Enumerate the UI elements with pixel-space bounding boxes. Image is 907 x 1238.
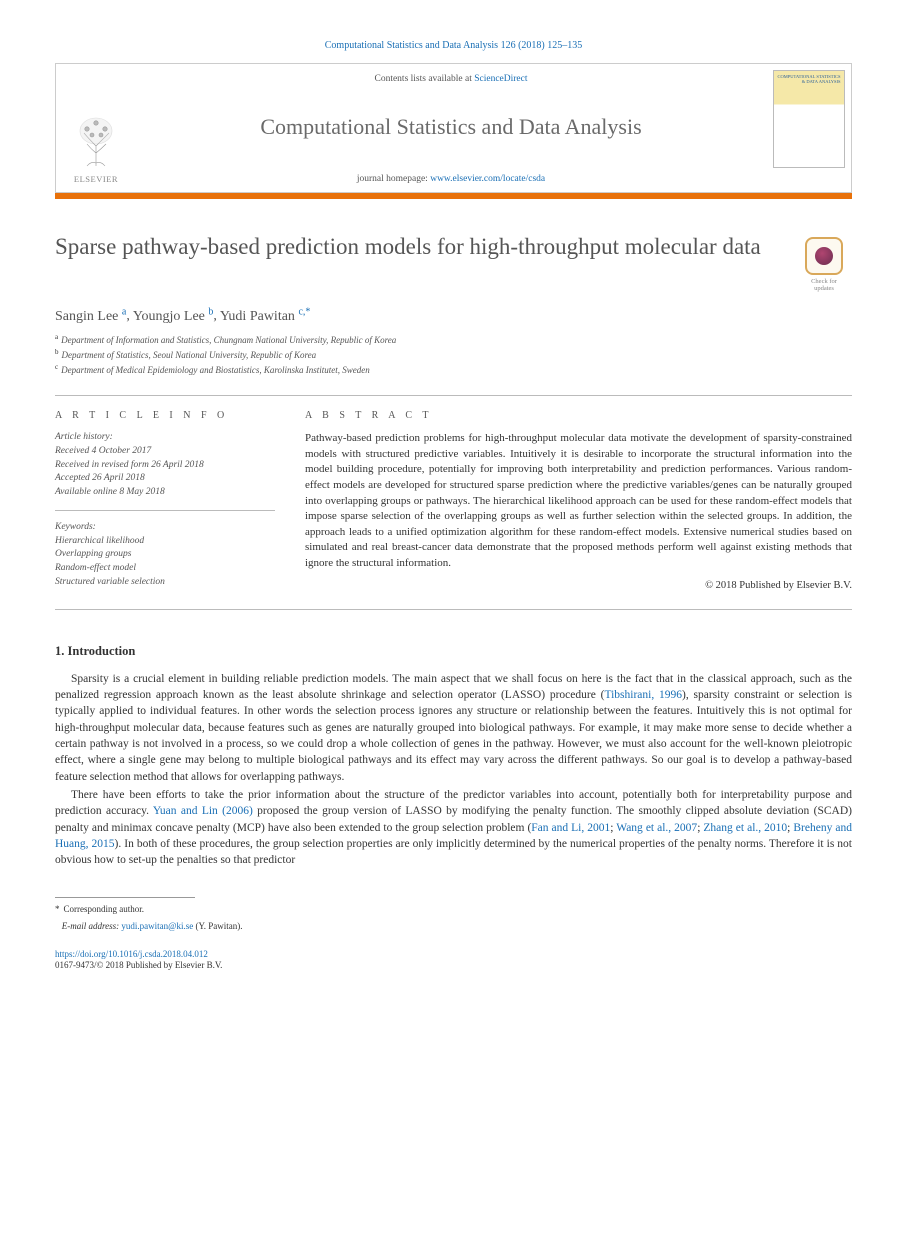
abstract-heading: A B S T R A C T [305,410,852,421]
article-info-column: A R T I C L E I N F O Article history: R… [55,410,275,590]
divider-top [55,395,852,396]
check-updates-widget[interactable]: Check forupdates [796,237,852,292]
cite-zhang-2010[interactable]: Zhang et al., 2010 [703,822,787,834]
history-block: Article history: Received 4 October 2017… [55,431,275,511]
cite-fan-li-2001[interactable]: Fan and Li, 2001 [531,822,610,834]
author-1: Sangin Lee a [55,309,126,324]
citation-line: Computational Statistics and Data Analys… [55,40,852,51]
elsevier-logo-block: ELSEVIER [56,64,136,192]
journal-name: Computational Statistics and Data Analys… [146,114,756,140]
footnote-separator [55,897,195,898]
page-container: Computational Statistics and Data Analys… [0,0,907,1000]
section-1-heading: 1. Introduction [55,644,852,659]
keywords-block: Keywords: Hierarchical likelihood Overla… [55,521,275,590]
affiliation-a: aDepartment of Information and Statistic… [55,332,852,347]
history-item: Received in revised form 26 April 2018 [55,459,275,473]
keyword: Random-effect model [55,562,275,576]
elsevier-label: ELSEVIER [74,174,118,184]
divider-bottom [55,609,852,610]
author-3: Yudi Pawitan c,* [220,309,311,324]
article-title: Sparse pathway-based prediction models f… [55,233,776,262]
cover-text: COMPUTATIONAL STATISTICS & DATA ANALYSIS [777,75,841,85]
email-footnote: E-mail address: yudi.pawitan@ki.se (Y. P… [55,920,852,933]
check-updates-icon [805,237,843,275]
abstract-copyright: © 2018 Published by Elsevier B.V. [305,580,852,591]
email-person: (Y. Pawitan). [195,921,242,931]
cite-wang-2007[interactable]: Wang et al., 2007 [616,822,697,834]
history-label: Article history: [55,431,275,445]
cite-yuan-lin-2006[interactable]: Yuan and Lin (2006) [153,805,253,817]
sciencedirect-link[interactable]: ScienceDirect [474,74,527,84]
article-info-heading: A R T I C L E I N F O [55,410,275,421]
intro-para-1: Sparsity is a crucial element in buildin… [55,671,852,785]
intro-para-2: There have been efforts to take the prio… [55,787,852,869]
authors-line: Sangin Lee a, Youngjo Lee b, Yudi Pawita… [55,306,852,325]
homepage-prefix: journal homepage: [357,174,430,184]
abstract-column: A B S T R A C T Pathway-based prediction… [305,410,852,590]
email-label: E-mail address: [62,921,119,931]
history-item: Received 4 October 2017 [55,445,275,459]
contents-prefix: Contents lists available at [374,74,474,84]
homepage-link[interactable]: www.elsevier.com/locate/csda [430,174,545,184]
affiliation-b: bDepartment of Statistics, Seoul Nationa… [55,347,852,362]
issn-line: 0167-9473/© 2018 Published by Elsevier B… [55,960,852,970]
keyword: Overlapping groups [55,548,275,562]
star-icon: * [55,904,60,914]
keywords-label: Keywords: [55,521,275,535]
author-2: Youngjo Lee b [133,309,214,324]
contents-line: Contents lists available at ScienceDirec… [146,74,756,84]
header-center: Contents lists available at ScienceDirec… [136,64,766,192]
email-link[interactable]: yudi.pawitan@ki.se [121,921,193,931]
affiliation-c: cDepartment of Medical Epidemiology and … [55,362,852,377]
check-updates-text: Check forupdates [796,278,852,292]
affiliations: aDepartment of Information and Statistic… [55,332,852,377]
elsevier-tree-icon [69,111,124,171]
orange-divider-bar [55,193,852,199]
journal-header-box: ELSEVIER Contents lists available at Sci… [55,63,852,193]
journal-cover-icon: COMPUTATIONAL STATISTICS & DATA ANALYSIS [773,70,845,168]
history-item: Available online 8 May 2018 [55,486,275,500]
keyword: Hierarchical likelihood [55,535,275,549]
cite-tibshirani-1996[interactable]: Tibshirani, 1996 [604,689,682,701]
title-block: Sparse pathway-based prediction models f… [55,233,852,292]
history-item: Accepted 26 April 2018 [55,472,275,486]
title-left: Sparse pathway-based prediction models f… [55,233,776,262]
abstract-text: Pathway-based prediction problems for hi… [305,431,852,571]
doi-link[interactable]: https://doi.org/10.1016/j.csda.2018.04.0… [55,949,852,959]
homepage-line: journal homepage: www.elsevier.com/locat… [146,174,756,184]
keyword: Structured variable selection [55,576,275,590]
cover-thumbnail-container: COMPUTATIONAL STATISTICS & DATA ANALYSIS [766,64,851,192]
corresponding-author-footnote: *Corresponding author. [55,903,852,916]
info-abstract-row: A R T I C L E I N F O Article history: R… [55,410,852,590]
